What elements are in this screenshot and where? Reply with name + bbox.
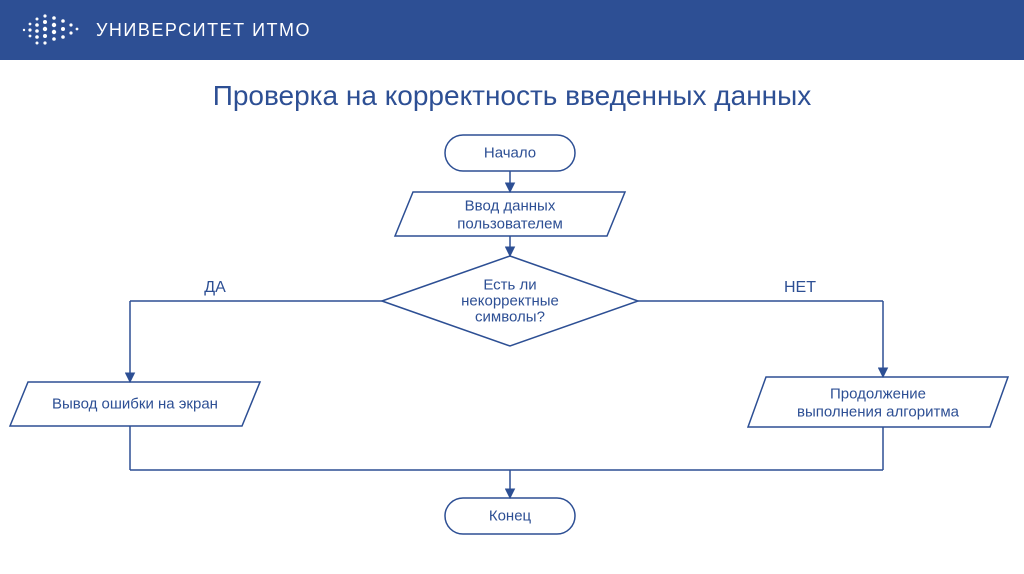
header: УНИВЕРСИТЕТ ИТМО xyxy=(0,0,1024,60)
page-title: Проверка на корректность введенных данны… xyxy=(0,80,1024,112)
svg-text:некорректные: некорректные xyxy=(461,293,559,310)
svg-text:пользователем: пользователем xyxy=(457,216,563,233)
svg-text:символы?: символы? xyxy=(475,309,545,326)
svg-text:Есть ли: Есть ли xyxy=(483,277,536,294)
svg-text:ДА: ДА xyxy=(204,279,226,296)
svg-text:Ввод данных: Ввод данных xyxy=(465,198,556,215)
flowchart-diagram: Начало Ввод данныхпользователем Есть линек… xyxy=(0,130,1024,560)
itmo-logo-icon xyxy=(18,10,82,50)
svg-text:Продолжение: Продолжение xyxy=(830,386,926,403)
university-name: УНИВЕРСИТЕТ ИТМО xyxy=(96,20,311,41)
svg-text:выполнения алгоритма: выполнения алгоритма xyxy=(797,404,960,421)
svg-text:НЕТ: НЕТ xyxy=(784,279,816,296)
svg-text:Конец: Конец xyxy=(489,508,532,525)
svg-text:Начало: Начало xyxy=(484,145,536,162)
svg-text:Вывод ошибки на экран: Вывод ошибки на экран xyxy=(52,396,218,413)
